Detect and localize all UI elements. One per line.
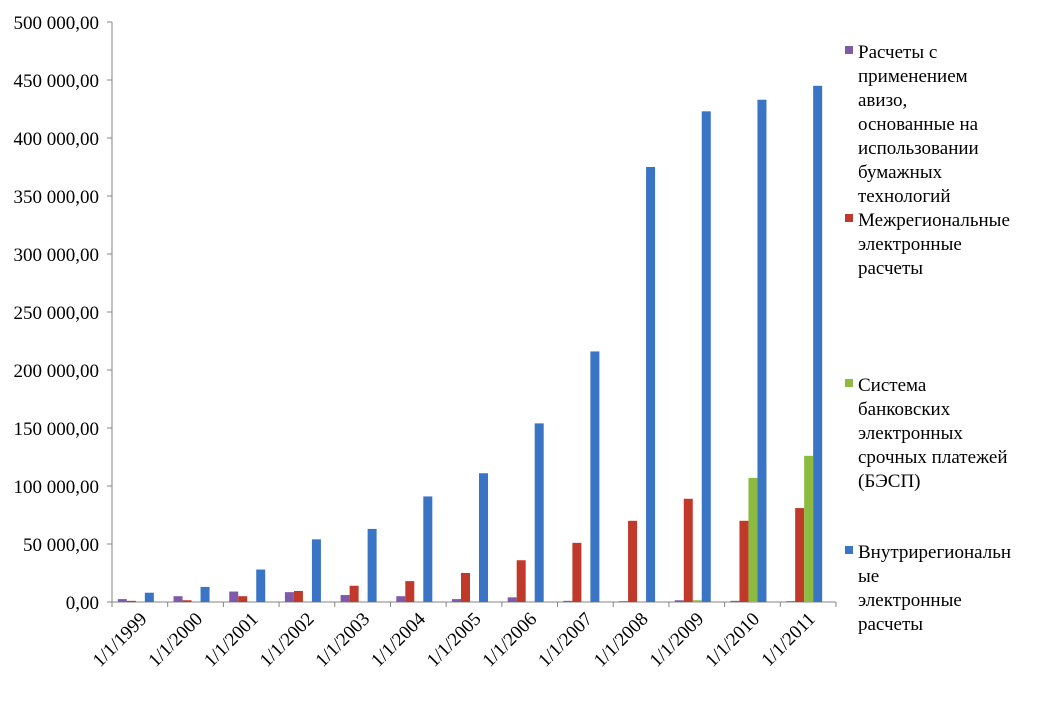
bar-series-2 <box>126 600 136 602</box>
y-axis: 0,00 50 000,00 100 000,00 150 000,00 200 000… <box>14 13 113 614</box>
bar-series-2 <box>516 560 526 602</box>
y-tick-label: 200 000,00 <box>14 361 100 382</box>
legend-label-intraregional: Внутрирегиональн ые электронные расчеты <box>858 542 1012 635</box>
y-tick-label: 0,00 <box>66 593 99 614</box>
y-tick-label: 150 000,00 <box>14 419 100 440</box>
bars <box>117 85 823 603</box>
bar-series-4 <box>256 569 266 602</box>
bar-series-2 <box>572 542 582 602</box>
bar-series-1 <box>284 592 294 602</box>
bar-series-1 <box>452 599 461 602</box>
x-axis: 1/1/19991/1/20001/1/20011/1/20021/1/2003… <box>89 601 837 672</box>
legend-swatch-aviso <box>845 46 853 54</box>
bar-series-1 <box>117 599 127 602</box>
bar-series-2 <box>405 581 415 602</box>
x-tick-label: 1/1/1999 <box>89 609 152 672</box>
x-tick-label: 1/1/2001 <box>200 609 263 672</box>
x-tick-label: 1/1/2005 <box>423 609 486 672</box>
x-tick-label: 1/1/2002 <box>256 609 319 672</box>
bar-series-4 <box>200 586 210 602</box>
bar-series-2 <box>349 585 359 602</box>
bar-series-4 <box>367 528 377 602</box>
y-tick-label: 100 000,00 <box>14 477 100 498</box>
legend-label-interregional: Межрегиональные электронные расчеты <box>858 210 1010 279</box>
bar-series-3 <box>748 477 758 602</box>
x-tick-label: 1/1/2004 <box>367 608 430 671</box>
bar-series-1 <box>786 601 796 602</box>
bar-series-2 <box>238 596 248 602</box>
bar-series-1 <box>173 596 183 602</box>
bar-series-4 <box>590 351 600 602</box>
y-tick-label: 250 000,00 <box>14 303 100 324</box>
bar-series-2 <box>795 508 805 602</box>
bar-series-4 <box>646 167 656 602</box>
bar-chart: 0,00 50 000,00 100 000,00 150 000,00 200 000… <box>14 13 837 672</box>
x-tick-label: 1/1/2010 <box>701 609 764 672</box>
bar-series-3 <box>804 455 814 602</box>
legend-swatch-interregional <box>845 214 853 222</box>
y-tick-label: 350 000,00 <box>14 187 100 208</box>
bar-series-1 <box>229 591 239 602</box>
bar-series-4 <box>813 85 823 603</box>
x-tick-label: 1/1/2009 <box>646 609 709 672</box>
bar-series-1 <box>563 600 573 602</box>
y-tick-label: 300 000,00 <box>14 245 100 266</box>
bar-series-2 <box>293 590 303 602</box>
y-tick-label: 50 000,00 <box>23 535 99 556</box>
bar-series-1 <box>674 600 684 602</box>
bar-series-4 <box>423 496 433 602</box>
legend: Расчеты с применением авизо, основанные … <box>843 0 1043 708</box>
y-tick-label: 500 000,00 <box>14 13 100 34</box>
x-tick-label: 1/1/2011 <box>758 609 820 671</box>
x-tick-label: 1/1/2003 <box>312 609 375 672</box>
bar-series-2 <box>182 600 192 602</box>
bar-series-1 <box>507 597 517 602</box>
bar-series-1 <box>340 595 350 602</box>
y-tick-label: 400 000,00 <box>14 129 100 150</box>
x-tick-label: 1/1/2006 <box>479 609 542 672</box>
bar-series-2 <box>461 573 470 602</box>
legend-swatch-besp <box>845 379 853 387</box>
legend-label-aviso: Расчеты с применением авизо, основанные … <box>858 42 979 207</box>
bar-series-4 <box>311 539 321 602</box>
bar-series-1 <box>396 596 406 602</box>
bar-series-4 <box>144 592 154 602</box>
bar-series-4 <box>534 423 544 602</box>
x-tick-label: 1/1/2007 <box>534 609 597 672</box>
bar-series-3 <box>692 600 702 602</box>
bar-series-4 <box>701 111 711 602</box>
bar-series-4 <box>479 473 488 602</box>
bar-series-2 <box>628 520 638 602</box>
x-tick-label: 1/1/2008 <box>590 609 653 672</box>
x-tick-label: 1/1/2000 <box>144 609 207 672</box>
bar-series-1 <box>619 601 629 602</box>
bar-series-1 <box>730 600 740 602</box>
y-tick-label: 450 000,00 <box>14 71 100 92</box>
legend-label-besp: Система банковских электронных срочных п… <box>858 375 1008 492</box>
bar-series-4 <box>757 99 767 602</box>
legend-swatch-intraregional <box>845 546 853 554</box>
bar-series-2 <box>683 498 693 602</box>
bar-series-2 <box>739 520 749 602</box>
